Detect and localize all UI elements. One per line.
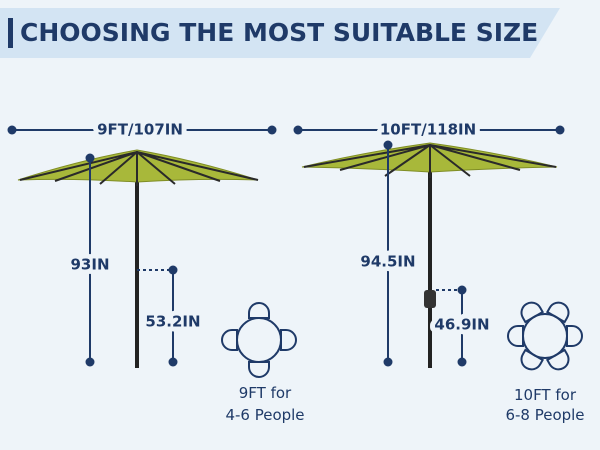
title: CHOOSING THE MOST SUITABLE SIZE	[20, 18, 538, 47]
crank	[424, 290, 436, 308]
dot	[168, 357, 178, 367]
width-label: 10FT/118IN	[380, 121, 476, 139]
caption: 4-6 People	[225, 406, 304, 424]
height-label: 93IN	[70, 256, 109, 274]
width-label: 9FT/107IN	[97, 121, 183, 139]
handle-label: 46.9IN	[434, 316, 489, 334]
dot	[293, 125, 303, 135]
dot	[7, 125, 17, 135]
caption: 10FT for	[514, 386, 577, 404]
ribs	[19, 150, 259, 186]
title-banner	[0, 8, 560, 58]
dot	[85, 153, 95, 163]
dot	[383, 140, 393, 150]
dot	[457, 357, 467, 367]
caption: 6-8 People	[505, 406, 584, 424]
dot	[383, 357, 393, 367]
dot	[267, 125, 277, 135]
dot	[457, 285, 467, 295]
dot	[555, 125, 565, 135]
ribs	[303, 143, 557, 178]
height-label: 94.5IN	[360, 253, 415, 271]
table-icon	[507, 301, 583, 371]
caption: 9FT for	[239, 384, 292, 402]
title-accent	[8, 18, 13, 48]
dot	[168, 265, 178, 275]
handle-label: 53.2IN	[145, 313, 200, 331]
dot	[85, 357, 95, 367]
table-icon	[221, 302, 297, 378]
